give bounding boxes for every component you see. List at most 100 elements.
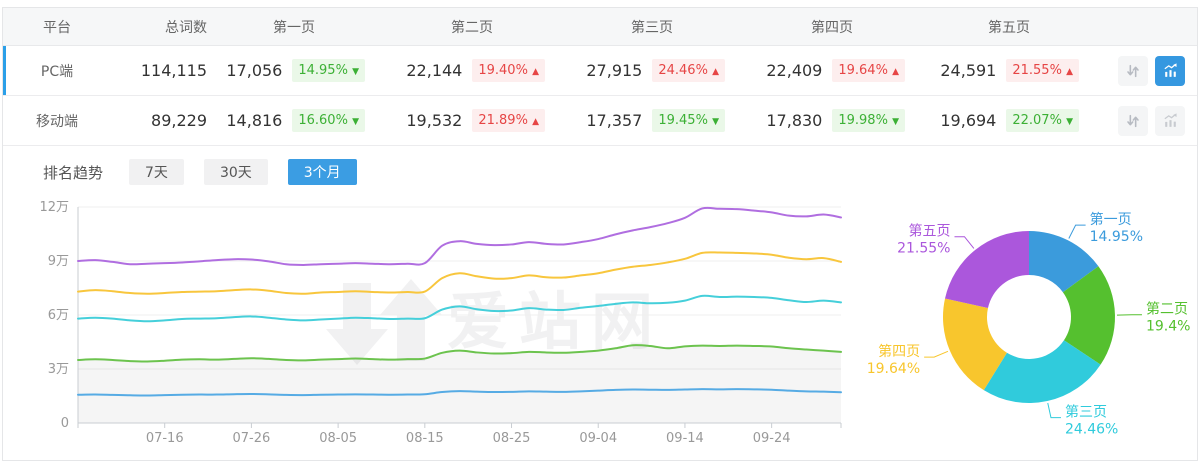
donut-slice-4	[943, 298, 1007, 391]
y-axis-tick-label: 12万	[39, 200, 69, 215]
col-header-page3: 第三页	[631, 19, 673, 36]
col-header-page4: 第四页	[811, 19, 853, 36]
donut-slice-5	[945, 231, 1029, 308]
donut-label-name-4: 第四页	[878, 343, 920, 360]
trend-chart-button[interactable]	[1155, 55, 1185, 86]
donut-slice-3	[983, 340, 1101, 403]
sort-button[interactable]	[1118, 105, 1148, 136]
trend-header: 排名趋势 7天 30天 3个月	[3, 146, 1197, 191]
x-axis-tick-label: 08-05	[319, 431, 357, 446]
trend-section-title: 排名趋势	[43, 163, 104, 182]
area-fill	[78, 345, 841, 423]
trend-arrow-icon: ▲	[532, 67, 539, 77]
charts-row: 爱站网 0 3万 6万 9万 12万 07-16 07-26 08-05 08-15 08-25 0…	[3, 191, 1197, 463]
trend-arrow-icon: ▲	[1066, 67, 1073, 77]
tab-30days[interactable]: 30天	[203, 159, 268, 185]
trend-chart-button[interactable]	[1155, 105, 1185, 136]
trend-arrow-icon: ▼	[712, 117, 719, 127]
page5-change-badge: 22.07% ▼	[1006, 109, 1079, 132]
col-header-page5: 第五页	[988, 19, 1030, 36]
table-header-row: 平台 总词数 第一页 第二页 第三页 第四页 第五页	[3, 8, 1197, 46]
y-axis-tick-label: 6万	[48, 308, 69, 323]
donut-slice-2	[1062, 266, 1115, 365]
watermark-text: 爱站网	[447, 285, 663, 358]
x-axis-tick-label: 08-25	[493, 431, 531, 446]
table-row-mobile[interactable]: 移动端 89,229 14,816 16.60% ▼ 19,532 21.89%…	[3, 96, 1197, 146]
line-series-5	[77, 206, 842, 266]
donut-label-pct-2: 19.4%	[1146, 319, 1190, 335]
line-series-2	[77, 344, 842, 363]
col-header-page2: 第二页	[451, 19, 493, 36]
tab-3months[interactable]: 3个月	[287, 159, 357, 185]
donut-label-line-1	[1068, 224, 1086, 239]
y-axis-tick-label: 9万	[48, 254, 69, 269]
trend-arrow-icon: ▲	[532, 117, 539, 127]
trend-arrow-icon: ▼	[352, 117, 359, 127]
rank-dashboard-card: 平台 总词数 第一页 第二页 第三页 第四页 第五页 PC端 114,115 1…	[2, 7, 1198, 461]
trend-arrow-icon: ▼	[352, 67, 359, 77]
platform-label: PC端	[40, 63, 74, 80]
donut-label-pct-5: 21.55%	[897, 241, 950, 257]
y-axis-tick-label: 3万	[48, 362, 69, 377]
table-row-pc[interactable]: PC端 114,115 17,056 14.95% ▼ 22,144 19.40…	[3, 46, 1197, 96]
page4-count: 22,409	[766, 61, 823, 80]
rank-table: 平台 总词数 第一页 第二页 第三页 第四页 第五页 PC端 114,115 1…	[3, 8, 1197, 146]
total-words-value: 114,115	[140, 61, 207, 80]
donut-label-line-5	[954, 236, 975, 249]
trend-chart-icon	[1163, 63, 1177, 77]
donut-label-name-1: 第一页	[1090, 211, 1132, 228]
page5-count: 24,591	[940, 61, 997, 80]
page1-count: 17,056	[226, 61, 283, 80]
page3-count: 27,915	[586, 61, 643, 80]
rank-trend-line-chart[interactable]: 爱站网 0 3万 6万 9万 12万 07-16 07-26 08-05 08-15 08-25 0…	[3, 191, 863, 457]
donut-slice-1	[1029, 231, 1099, 293]
page3-count: 17,357	[586, 111, 643, 130]
donut-label-line-3	[1047, 402, 1061, 419]
col-header-total: 总词数	[165, 19, 207, 36]
donut-label-pct-3: 24.46%	[1065, 422, 1118, 438]
platform-label: 移动端	[36, 113, 78, 130]
donut-label-pct-1: 14.95%	[1090, 229, 1143, 245]
x-axis-tick-label: 09-24	[753, 431, 791, 446]
x-axis-tick-label: 07-26	[233, 431, 271, 446]
page1-change-badge: 14.95% ▼	[292, 59, 365, 82]
line-series-1	[77, 388, 842, 397]
trend-arrow-icon: ▼	[1066, 117, 1073, 127]
trend-arrow-icon: ▲	[892, 67, 899, 77]
line-series-4	[77, 251, 842, 295]
sort-button[interactable]	[1118, 55, 1148, 86]
tab-7days[interactable]: 7天	[129, 159, 184, 185]
sort-arrows-icon	[1127, 114, 1139, 127]
page4-change-badge: 19.98% ▼	[832, 109, 905, 132]
donut-label-name-5: 第五页	[908, 223, 950, 240]
donut-label-pct-4: 19.64%	[867, 361, 920, 377]
line-series-3	[77, 294, 842, 323]
donut-label-name-2: 第二页	[1146, 301, 1188, 318]
page4-count: 17,830	[766, 111, 823, 130]
donut-label-line-4	[924, 350, 949, 358]
page2-change-badge: 19.40% ▲	[472, 59, 545, 82]
page2-count: 22,144	[406, 61, 463, 80]
donut-label-name-3: 第三页	[1065, 404, 1107, 421]
sort-arrows-icon	[1127, 64, 1139, 77]
page2-count: 19,532	[406, 111, 463, 130]
col-header-page1: 第一页	[273, 19, 315, 36]
page1-change-badge: 16.60% ▼	[292, 109, 365, 132]
trend-arrow-icon: ▼	[892, 117, 899, 127]
x-axis-tick-label: 09-14	[666, 431, 704, 446]
watermark: 爱站网	[326, 279, 663, 365]
page3-change-badge: 24.46% ▲	[652, 59, 725, 82]
x-axis-tick-label: 09-04	[579, 431, 617, 446]
page4-change-badge: 19.64% ▲	[832, 59, 905, 82]
col-header-platform: 平台	[43, 19, 71, 36]
trend-chart-icon	[1163, 113, 1177, 127]
y-axis-tick-label: 0	[61, 416, 69, 431]
total-words-value: 89,229	[151, 111, 207, 130]
x-axis-tick-label: 08-15	[406, 431, 444, 446]
page5-change-badge: 21.55% ▲	[1006, 59, 1079, 82]
page1-count: 14,816	[226, 111, 283, 130]
x-axis-tick-label: 07-16	[146, 431, 184, 446]
page2-change-badge: 21.89% ▲	[472, 109, 545, 132]
page5-count: 19,694	[940, 111, 997, 130]
